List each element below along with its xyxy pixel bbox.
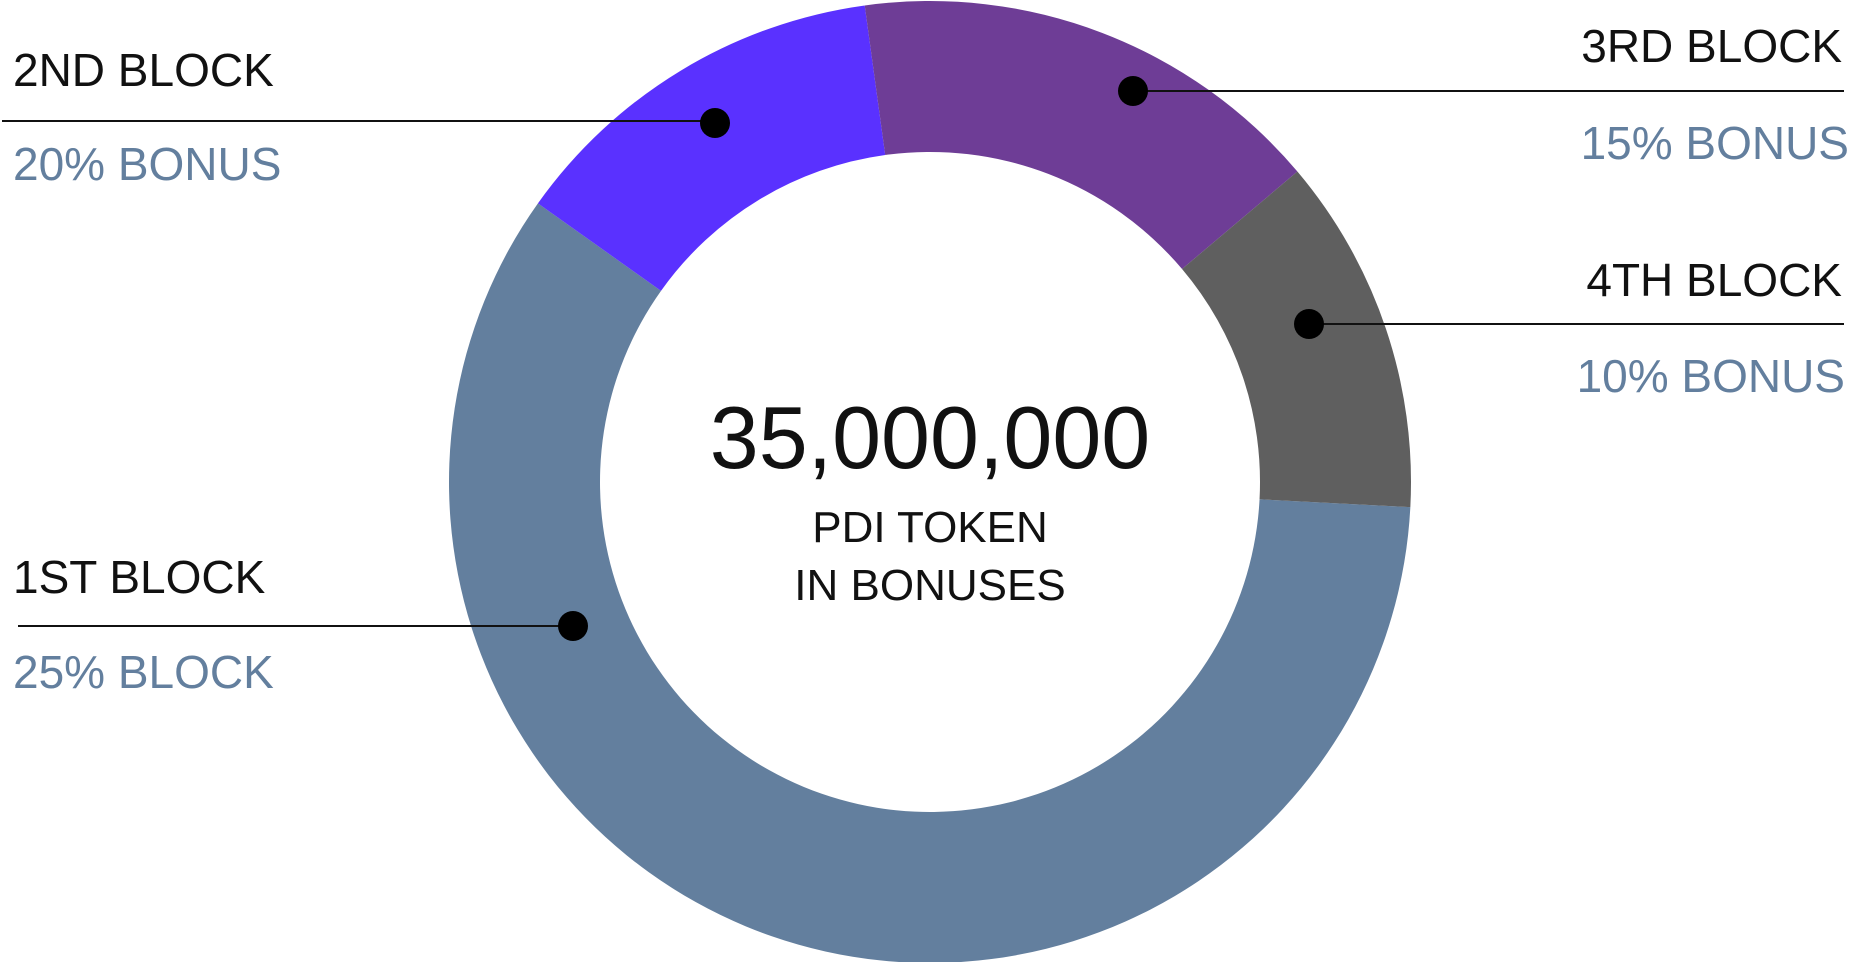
donut-segment-4 xyxy=(1182,171,1411,508)
segment-leaders xyxy=(2,76,1844,641)
segment-name-label-4: 4TH BLOCK xyxy=(1586,254,1842,306)
segment-bonus-label-2: 20% BONUS xyxy=(13,138,281,190)
leader-dot-4 xyxy=(1294,309,1324,339)
donut-segments xyxy=(449,0,1411,962)
segment-name-label-3: 3RD BLOCK xyxy=(1581,20,1842,72)
center-total-value: 35,000,000 xyxy=(710,388,1150,487)
center-caption-line-1: PDI TOKEN xyxy=(812,503,1048,552)
leader-dot-1 xyxy=(558,611,588,641)
segment-labels: 1ST BLOCK 25% BLOCK 2ND BLOCK 20% BONUS 3RD … xyxy=(13,20,1849,698)
segment-name-label-2: 2ND BLOCK xyxy=(13,44,274,96)
segment-bonus-label-4: 10% BONUS xyxy=(1577,350,1845,402)
leader-dot-3 xyxy=(1118,76,1148,106)
donut-segment-3 xyxy=(864,0,1298,269)
segment-bonus-label-1: 25% BLOCK xyxy=(13,646,274,698)
segment-name-label-1: 1ST BLOCK xyxy=(13,551,266,603)
donut-center: 35,000,000 PDI TOKEN IN BONUSES xyxy=(710,388,1150,610)
donut-segment-1 xyxy=(449,203,1411,962)
center-caption-line-2: IN BONUSES xyxy=(794,561,1065,610)
donut-segment-2 xyxy=(537,5,886,291)
segment-bonus-label-3: 15% BONUS xyxy=(1581,117,1849,169)
leader-dot-2 xyxy=(700,108,730,138)
